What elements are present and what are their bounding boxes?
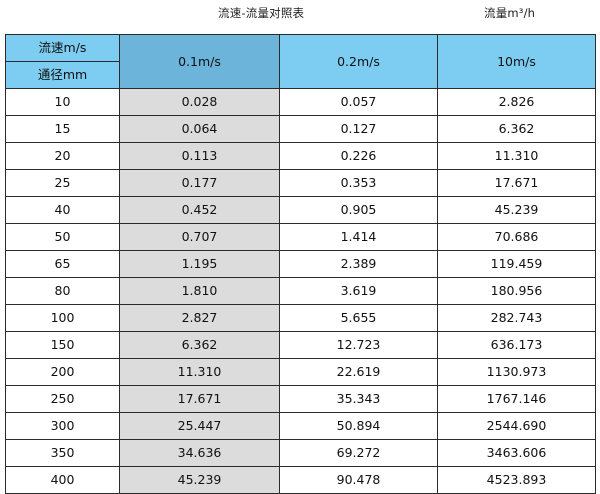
- table-row: 25 0.177 0.353 17.671: [5, 169, 596, 197]
- cell-flow-01: 0.707: [119, 223, 280, 251]
- table-body: 10 0.028 0.057 2.826 15 0.064 0.127 6.36…: [5, 88, 596, 494]
- cell-flow-10: 70.686: [437, 223, 596, 251]
- cell-flow-02: 90.478: [279, 466, 438, 494]
- cell-flow-01: 0.113: [119, 142, 280, 170]
- table-row: 10 0.028 0.057 2.826: [5, 88, 596, 116]
- cell-flow-01: 1.195: [119, 250, 280, 278]
- cell-flow-01: 1.810: [119, 277, 280, 305]
- cell-diameter: 200: [5, 358, 120, 386]
- cell-flow-10: 3463.606: [437, 439, 596, 467]
- cell-flow-01: 17.671: [119, 385, 280, 413]
- cell-flow-02: 50.894: [279, 412, 438, 440]
- header-row-top: 流速m/s 0.1m/s 0.2m/s 10m/s: [5, 34, 596, 89]
- table-row: 100 2.827 5.655 282.743: [5, 304, 596, 332]
- corner-header-velocity: 流速m/s: [5, 34, 120, 62]
- cell-flow-01: 0.028: [119, 88, 280, 116]
- cell-flow-01: 0.177: [119, 169, 280, 197]
- cell-flow-02: 35.343: [279, 385, 438, 413]
- table-row: 50 0.707 1.414 70.686: [5, 223, 596, 251]
- flow-velocity-table: 流速m/s 0.1m/s 0.2m/s 10m/s 通径mm 10 0.028 …: [5, 34, 596, 494]
- table-row: 250 17.671 35.343 1767.146: [5, 385, 596, 413]
- table-row: 20 0.113 0.226 11.310: [5, 142, 596, 170]
- chart-title: 流速-流量对照表: [218, 6, 305, 20]
- table-row: 150 6.362 12.723 636.173: [5, 331, 596, 359]
- cell-flow-02: 22.619: [279, 358, 438, 386]
- table-row: 200 11.310 22.619 1130.973: [5, 358, 596, 386]
- cell-flow-01: 0.452: [119, 196, 280, 224]
- table-header: 流速m/s 0.1m/s 0.2m/s 10m/s 通径mm: [5, 34, 596, 89]
- cell-diameter: 40: [5, 196, 120, 224]
- cell-flow-02: 0.226: [279, 142, 438, 170]
- cell-flow-01: 25.447: [119, 412, 280, 440]
- cell-flow-10: 11.310: [437, 142, 596, 170]
- table-row: 65 1.195 2.389 119.459: [5, 250, 596, 278]
- table-row: 350 34.636 69.272 3463.606: [5, 439, 596, 467]
- table-row: 15 0.064 0.127 6.362: [5, 115, 596, 143]
- table-row: 80 1.810 3.619 180.956: [5, 277, 596, 305]
- cell-diameter: 250: [5, 385, 120, 413]
- cell-flow-02: 0.057: [279, 88, 438, 116]
- cell-flow-10: 4523.893: [437, 466, 596, 494]
- cell-diameter: 400: [5, 466, 120, 494]
- cell-flow-10: 1130.973: [437, 358, 596, 386]
- table-row: 300 25.447 50.894 2544.690: [5, 412, 596, 440]
- cell-flow-01: 11.310: [119, 358, 280, 386]
- cell-diameter: 150: [5, 331, 120, 359]
- cell-diameter: 350: [5, 439, 120, 467]
- flow-velocity-table-container: 流速m/s 0.1m/s 0.2m/s 10m/s 通径mm 10 0.028 …: [5, 34, 596, 494]
- cell-diameter: 10: [5, 88, 120, 116]
- cell-diameter: 65: [5, 250, 120, 278]
- cell-flow-02: 0.353: [279, 169, 438, 197]
- cell-flow-10: 119.459: [437, 250, 596, 278]
- cell-diameter: 20: [5, 142, 120, 170]
- cell-flow-10: 636.173: [437, 331, 596, 359]
- cell-flow-02: 2.389: [279, 250, 438, 278]
- cell-flow-01: 6.362: [119, 331, 280, 359]
- cell-flow-10: 6.362: [437, 115, 596, 143]
- cell-flow-01: 2.827: [119, 304, 280, 332]
- cell-flow-02: 0.905: [279, 196, 438, 224]
- cell-diameter: 300: [5, 412, 120, 440]
- cell-flow-02: 1.414: [279, 223, 438, 251]
- flow-unit-label: 流量m³/h: [484, 6, 536, 20]
- column-header-1: 0.2m/s: [279, 34, 438, 89]
- cell-diameter: 80: [5, 277, 120, 305]
- cell-diameter: 15: [5, 115, 120, 143]
- cell-flow-02: 0.127: [279, 115, 438, 143]
- cell-diameter: 100: [5, 304, 120, 332]
- cell-flow-10: 17.671: [437, 169, 596, 197]
- cell-diameter: 50: [5, 223, 120, 251]
- cell-diameter: 25: [5, 169, 120, 197]
- cell-flow-10: 2544.690: [437, 412, 596, 440]
- cell-flow-02: 12.723: [279, 331, 438, 359]
- cell-flow-02: 5.655: [279, 304, 438, 332]
- header-row-bottom: 通径mm: [5, 61, 596, 89]
- cell-flow-01: 34.636: [119, 439, 280, 467]
- cell-flow-10: 1767.146: [437, 385, 596, 413]
- cell-flow-10: 2.826: [437, 88, 596, 116]
- column-header-2: 10m/s: [437, 34, 596, 89]
- table-row: 40 0.452 0.905 45.239: [5, 196, 596, 224]
- corner-header-diameter: 通径mm: [5, 61, 120, 89]
- table-row: 400 45.239 90.478 4523.893: [5, 466, 596, 494]
- cell-flow-01: 45.239: [119, 466, 280, 494]
- cell-flow-02: 3.619: [279, 277, 438, 305]
- cell-flow-10: 282.743: [437, 304, 596, 332]
- cell-flow-02: 69.272: [279, 439, 438, 467]
- column-header-0: 0.1m/s: [119, 34, 280, 89]
- caption-strip: 流速-流量对照表 流量m³/h: [0, 0, 600, 34]
- cell-flow-01: 0.064: [119, 115, 280, 143]
- cell-flow-10: 180.956: [437, 277, 596, 305]
- cell-flow-10: 45.239: [437, 196, 596, 224]
